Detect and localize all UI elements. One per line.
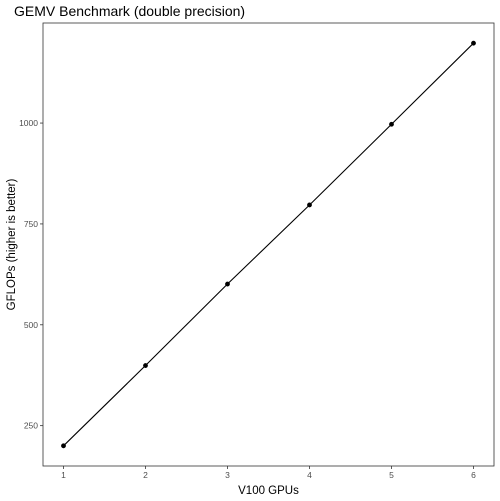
data-point: [389, 121, 394, 127]
x-tick-label: 5: [389, 470, 394, 480]
x-tick-label: 3: [225, 470, 230, 480]
x-axis: 1 2 3 4 5 6: [61, 466, 476, 480]
y-axis-title: GFLOPs (higher is better): [6, 179, 18, 311]
x-tick-label: 2: [143, 470, 148, 480]
y-tick-label: 250: [24, 421, 38, 431]
y-tick-label: 1000: [19, 118, 38, 128]
data-point: [307, 202, 312, 208]
data-point: [225, 281, 230, 287]
x-tick-label: 1: [61, 470, 66, 480]
x-tick-label: 4: [307, 470, 312, 480]
data-point: [471, 40, 476, 46]
data-point: [143, 363, 148, 368]
x-tick-label: 6: [471, 470, 476, 480]
series-layer: [61, 40, 476, 449]
y-tick-label: 500: [24, 320, 38, 330]
chart-title: GEMV Benchmark (double precision): [14, 3, 245, 19]
data-point: [61, 443, 66, 449]
y-axis: 250 500 750 1000: [19, 118, 43, 431]
y-tick-label: 750: [24, 219, 38, 229]
x-axis-title: V100 GPUs: [238, 485, 299, 497]
series-line: [63, 42, 474, 447]
